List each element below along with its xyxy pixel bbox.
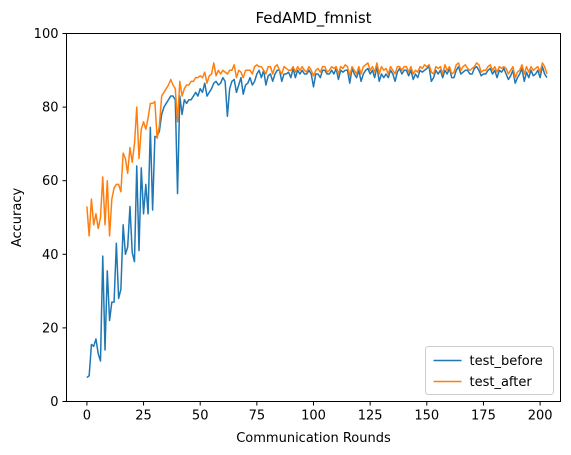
series-line-test_after <box>86 62 548 237</box>
x-tick-label: 25 <box>135 409 152 424</box>
y-axis-ticks: 0 20 40 60 80 100 <box>34 27 67 410</box>
plot-lines <box>86 62 548 379</box>
chart-title: FedAMD_fmnist <box>255 9 371 28</box>
y-tick-label: 80 <box>42 101 59 116</box>
y-tick-label: 20 <box>42 321 59 336</box>
y-axis-label: Accuracy <box>10 188 25 248</box>
y-tick-label: 40 <box>42 248 59 263</box>
x-tick-label: 100 <box>301 409 326 424</box>
x-tick-label: 75 <box>249 409 266 424</box>
x-axis-ticks: 0 25 50 75 100 125 150 175 200 <box>83 401 553 424</box>
x-tick-label: 150 <box>414 409 439 424</box>
x-tick-label: 125 <box>358 409 383 424</box>
y-tick-label: 60 <box>42 174 59 189</box>
x-tick-label: 0 <box>83 409 91 424</box>
series-line-test_before <box>86 65 548 379</box>
x-tick-label: 175 <box>471 409 496 424</box>
y-tick-label: 100 <box>34 27 59 42</box>
legend-label-test_before: test_before <box>470 354 543 369</box>
x-axis-label: Communication Rounds <box>236 431 391 446</box>
x-tick-label: 200 <box>528 409 553 424</box>
legend-box <box>425 346 554 395</box>
y-tick-label: 0 <box>50 395 58 410</box>
legend: test_before test_after <box>425 346 554 395</box>
x-tick-label: 50 <box>192 409 209 424</box>
legend-label-test_after: test_after <box>470 375 533 390</box>
